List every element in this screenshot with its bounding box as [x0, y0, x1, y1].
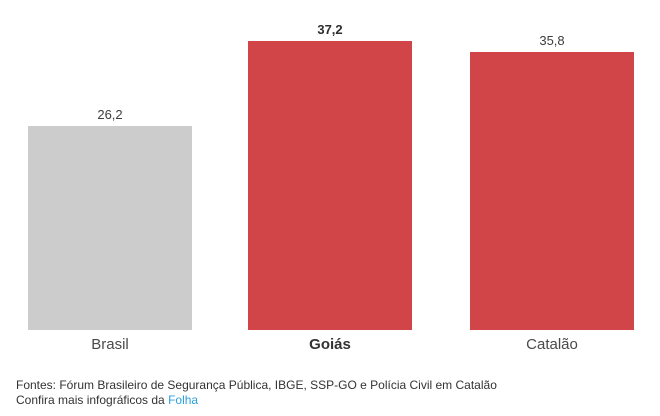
bar-Brasil [28, 126, 192, 330]
value-label: 26,2 [97, 107, 123, 122]
value-label: 35,8 [539, 33, 565, 48]
cta-line: Confira mais infográficos da Folha [16, 393, 497, 408]
value-label: 37,2 [317, 22, 343, 37]
category-label: Catalão [526, 336, 578, 353]
bar-Goiás [248, 41, 412, 330]
category-label: Brasil [91, 336, 129, 353]
cta-prefix: Confira mais infográficos da [16, 393, 169, 407]
sources-text: Fontes: Fórum Brasileiro de Segurança Pú… [16, 378, 497, 392]
bar-Catalão [470, 52, 634, 330]
bar-chart: 26,2 Brasil 37,2 Goiás 35,8 Catalão [28, 22, 634, 353]
footer: Fontes: Fórum Brasileiro de Segurança Pú… [16, 378, 497, 408]
folha-link[interactable]: Folha [168, 393, 199, 407]
category-label: Goiás [309, 336, 351, 353]
